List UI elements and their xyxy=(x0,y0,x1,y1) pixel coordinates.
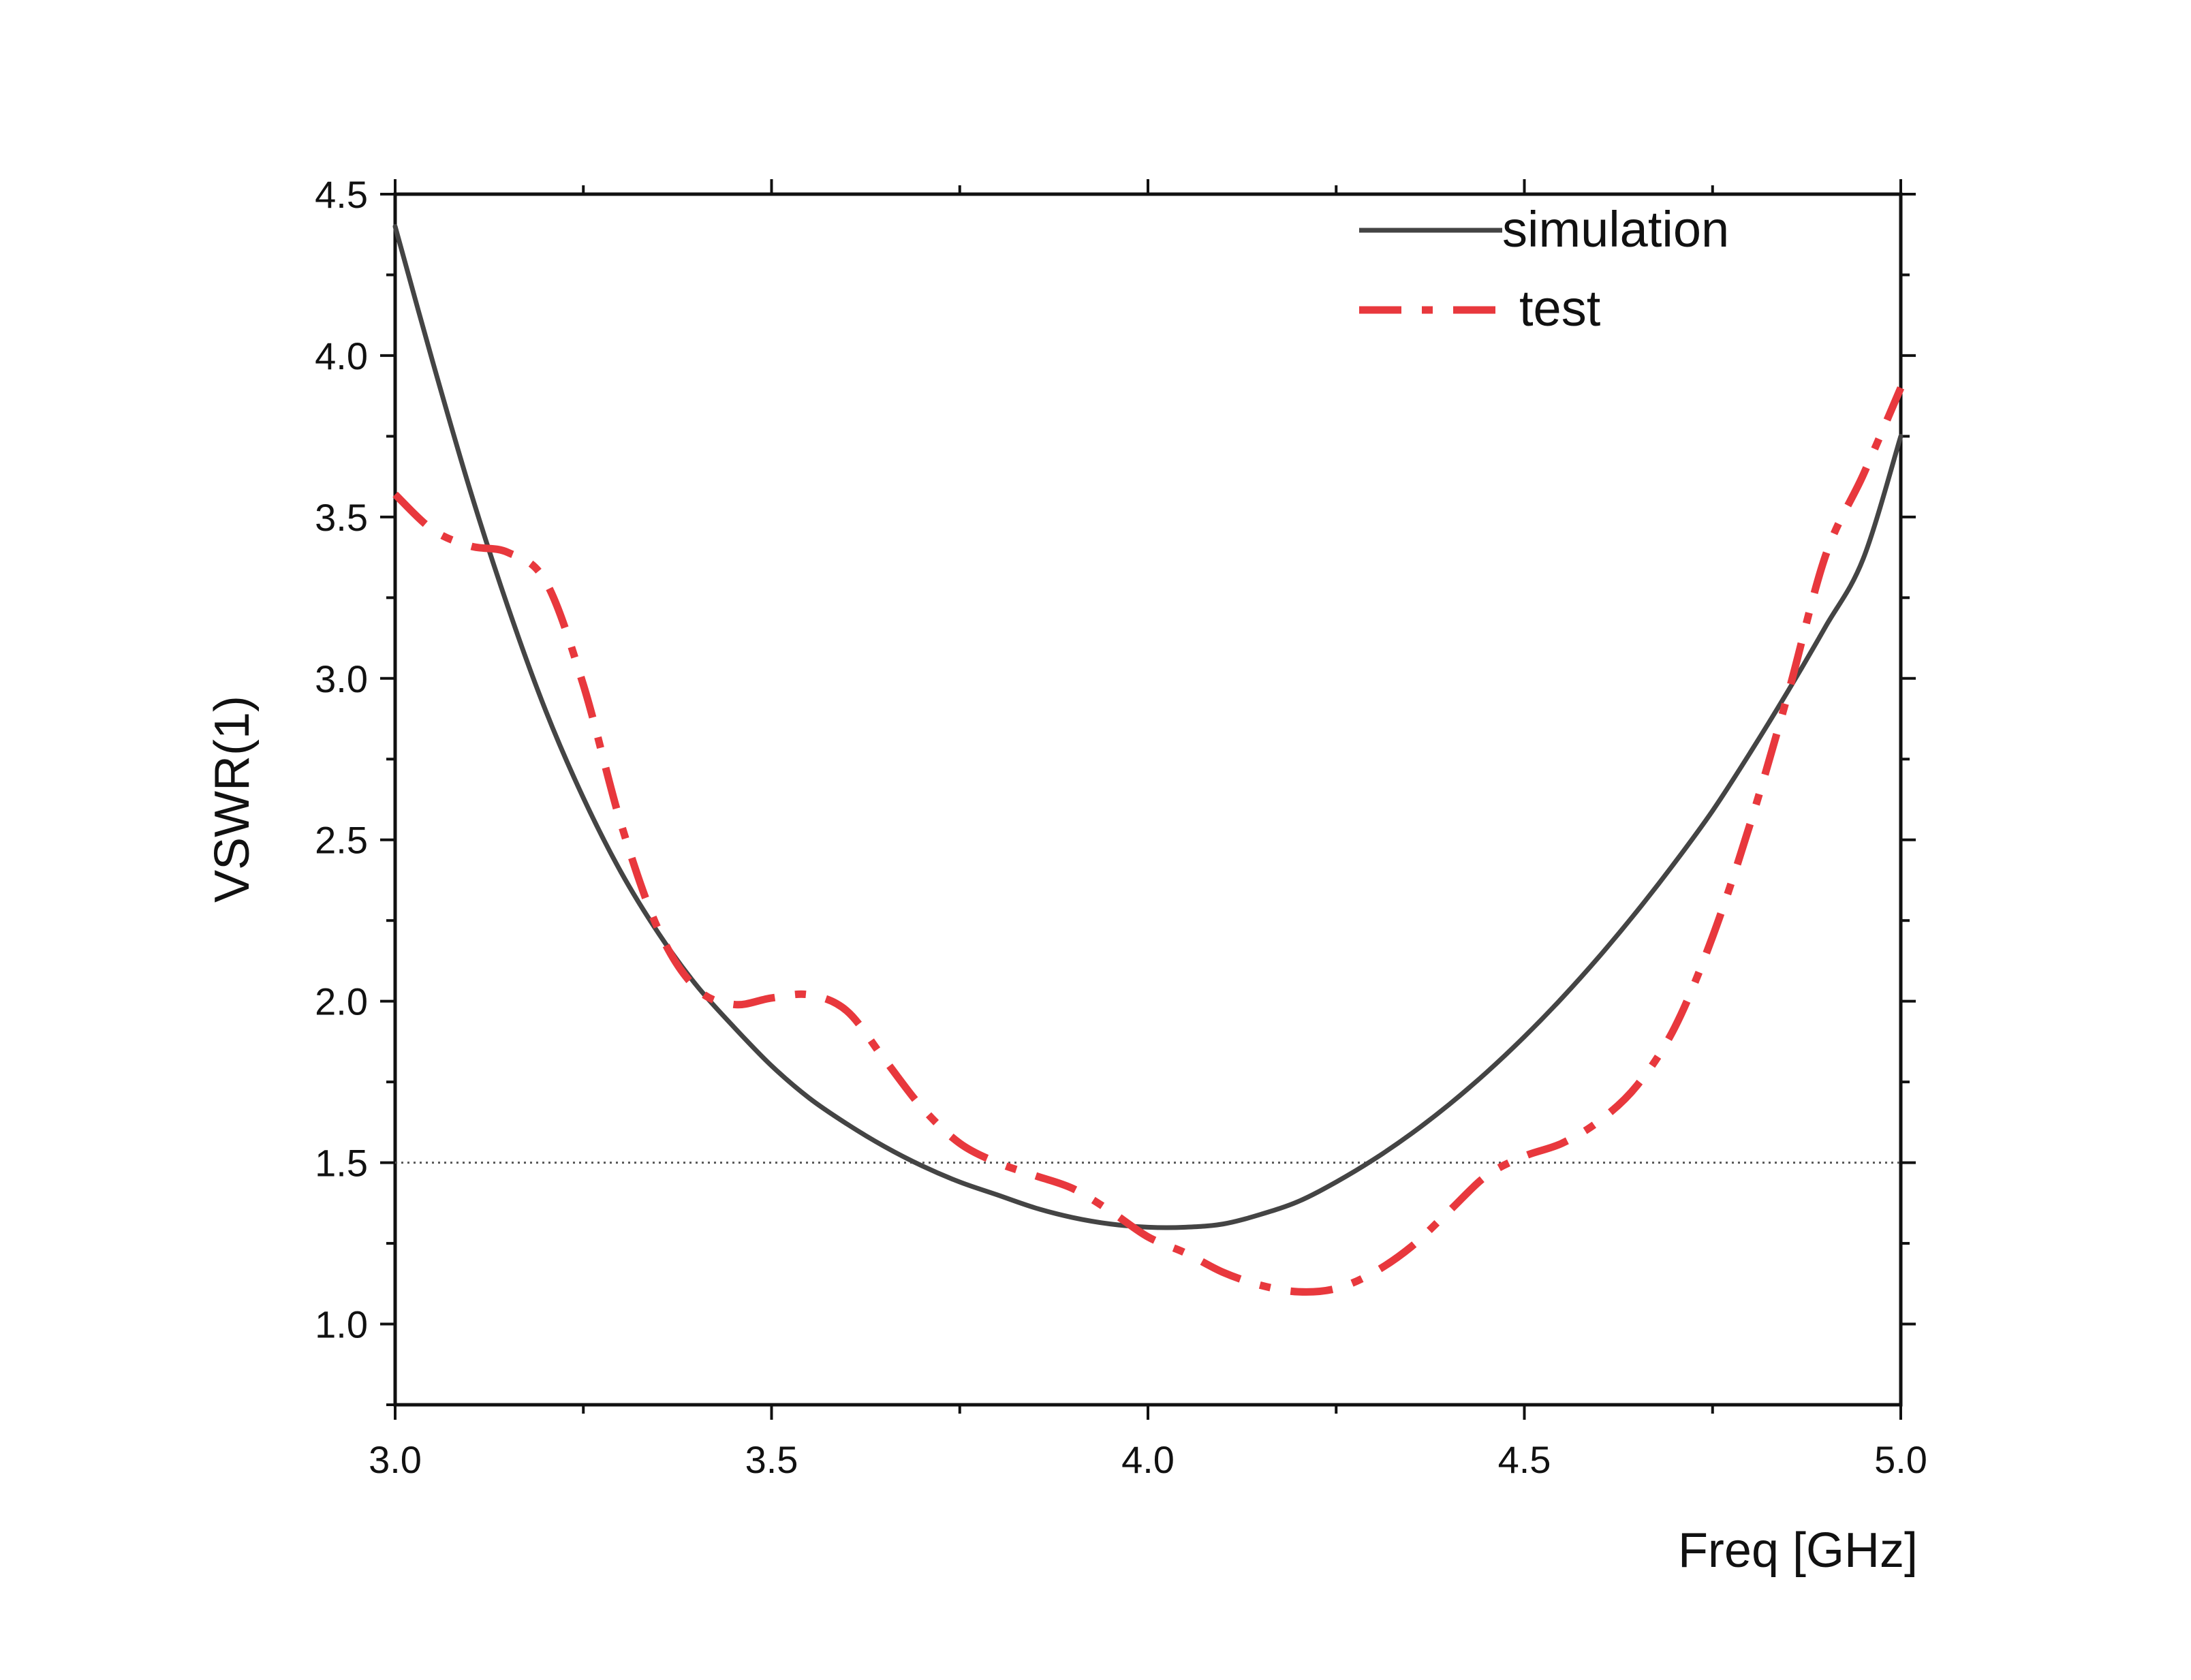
x-tick-label-2: 4.0 xyxy=(1121,1438,1175,1481)
series-line-test xyxy=(392,386,1905,1296)
ticks-layer: 3.0 3.5 4.0 4.5 5.0 1.0 1.5 2.0 2.5 3.0 3.5 4.0 4.5 xyxy=(315,173,1927,1481)
y-tick-label-3: 2.5 xyxy=(315,819,368,862)
x-tick-label-4: 5.0 xyxy=(1874,1438,1927,1481)
y-tick-label-5: 3.5 xyxy=(315,496,368,539)
y-tick-label-2: 2.0 xyxy=(315,980,368,1023)
x-axis-title: Freq [GHz] xyxy=(1678,1523,1918,1578)
plot-frame xyxy=(393,192,1903,1407)
y-tick-label-6: 4.0 xyxy=(315,335,368,377)
y-axis-title: VSWR(1) xyxy=(205,696,260,903)
x-tick-label-0: 3.0 xyxy=(369,1438,422,1481)
legend-label-test: test xyxy=(1519,280,1601,337)
y-tick-label-4: 3.0 xyxy=(315,657,368,700)
legend: simulation test xyxy=(1359,201,1729,337)
y-tick-label-0: 1.0 xyxy=(315,1303,368,1346)
x-tick-label-3: 4.5 xyxy=(1498,1438,1551,1481)
x-tick-label-1: 3.5 xyxy=(745,1438,798,1481)
legend-label-simulation: simulation xyxy=(1502,201,1729,258)
y-tick-label-7: 4.5 xyxy=(315,173,368,216)
y-tick-label-1: 1.5 xyxy=(315,1142,368,1185)
series-line-simulation xyxy=(392,223,1903,1230)
series-layer xyxy=(392,223,1905,1296)
